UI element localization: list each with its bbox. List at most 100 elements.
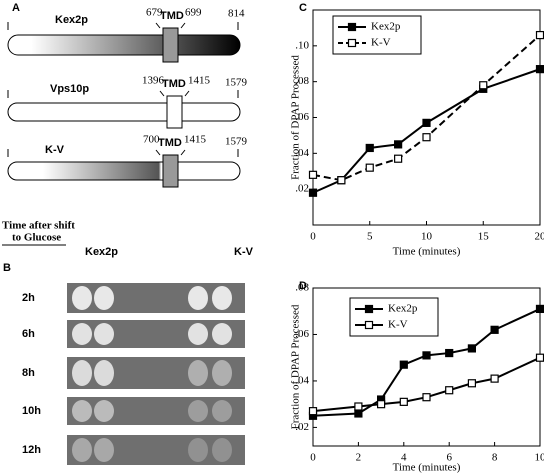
plates: 2h 6h 8h 10h 12h: [22, 283, 245, 465]
y-tick-label: .04: [295, 374, 309, 386]
construct-name: Kex2p: [55, 14, 88, 26]
legend-label: K-V: [388, 319, 408, 331]
colony-spot: [212, 360, 232, 386]
column-label: K-V: [234, 246, 254, 258]
marker: [445, 386, 454, 395]
marker: [347, 22, 357, 32]
colony-spot: [212, 438, 232, 462]
marker: [308, 407, 318, 416]
y-tick-label: .10: [295, 39, 309, 51]
length: 1579: [225, 77, 248, 89]
y-tick-label: .08: [295, 75, 309, 87]
marker: [467, 344, 476, 353]
series-line: [312, 34, 541, 182]
x-tick-label: 0: [310, 231, 316, 243]
construct-name: Vps10p: [50, 83, 89, 95]
marker: [422, 133, 431, 142]
colony-spot: [72, 323, 92, 345]
marker: [364, 320, 374, 330]
marker: [377, 400, 386, 409]
marker: [445, 348, 454, 358]
y-tick-label: .06: [295, 111, 309, 123]
colony-spot: [188, 286, 208, 310]
panel-letter: B: [3, 262, 11, 274]
x-axis-label: Time (minutes): [393, 462, 461, 474]
marker: [354, 402, 363, 411]
marker: [535, 353, 544, 362]
x-tick-label: 0: [310, 452, 316, 464]
legend-box: [332, 15, 422, 55]
tmd-start: 700: [143, 134, 160, 146]
colony-spot: [94, 286, 114, 310]
marker: [354, 409, 363, 418]
colony-spot: [94, 323, 114, 345]
plate-image: [67, 435, 245, 465]
row-label: 10h: [22, 405, 41, 417]
tmd-label: TMD: [158, 137, 182, 149]
colony-spot: [72, 438, 92, 462]
construct-kex2p: Kex2p 679 TMD 699 814: [7, 7, 245, 63]
plot-frame: [312, 287, 541, 447]
tmd-label: TMD: [160, 10, 184, 22]
x-tick-label: 5: [367, 231, 373, 243]
column-label: Kex2p: [85, 246, 118, 258]
colony-spot: [212, 323, 232, 345]
marker: [422, 118, 431, 127]
legend-label: Kex2p: [371, 21, 401, 33]
colony-spot: [212, 400, 232, 422]
marker: [490, 325, 499, 334]
marker: [308, 188, 318, 197]
panel-letter: A: [12, 2, 20, 14]
legend-label: K-V: [371, 37, 391, 49]
colony-spot: [94, 400, 114, 422]
colony-spot: [188, 438, 208, 462]
tmd-end: 1415: [184, 134, 207, 146]
marker: [535, 304, 544, 314]
colony-spot: [94, 360, 114, 386]
marker: [365, 163, 374, 172]
length: 1579: [225, 136, 248, 148]
x-tick-label: 20: [535, 231, 544, 243]
row-label: 8h: [22, 367, 35, 379]
legend-label: Kex2p: [388, 303, 418, 315]
x-tick-label: 4: [401, 452, 407, 464]
y-tick-label: .02: [295, 421, 309, 433]
tmd-end: 1415: [188, 75, 211, 87]
row-label: 6h: [22, 328, 35, 340]
marker: [364, 304, 374, 314]
marker: [467, 379, 476, 388]
row-label: 2h: [22, 292, 35, 304]
y-tick-label: .08: [295, 282, 309, 294]
construct-name: K-V: [45, 144, 65, 156]
tmd-end: 699: [185, 7, 202, 19]
tmd-start: 1396: [142, 75, 165, 87]
y-tick-label: .04: [295, 147, 309, 159]
construct-vps10p: Vps10p 1396 TMD 1415 1579: [7, 75, 248, 129]
colony-spot: [72, 400, 92, 422]
colony-spot: [188, 400, 208, 422]
x-axis-label: Time (minutes): [393, 246, 461, 258]
tmd-start: 679: [146, 7, 163, 19]
y-tick-label: .02: [295, 183, 309, 195]
marker: [535, 65, 544, 74]
x-tick-label: 8: [492, 452, 498, 464]
y-axis-label: Fraction of DPAP Processed: [290, 55, 302, 180]
marker: [337, 176, 346, 185]
x-tick-label: 6: [446, 452, 452, 464]
colony-spot: [72, 286, 92, 310]
x-tick-label: 10: [421, 231, 433, 243]
series-line: [312, 356, 541, 413]
row-label: 12h: [22, 444, 41, 456]
construct-k-v: K-V 700 TMD 1415 1579: [7, 134, 248, 188]
marker: [422, 351, 431, 360]
colony-spot: [188, 323, 208, 345]
heading-line: Time after shift: [2, 220, 75, 232]
colony-spot: [72, 360, 92, 386]
marker: [394, 154, 403, 163]
marker: [308, 170, 318, 179]
x-tick-label: 10: [535, 452, 544, 464]
marker: [399, 360, 408, 369]
marker: [365, 143, 374, 153]
colony-spot: [212, 286, 232, 310]
